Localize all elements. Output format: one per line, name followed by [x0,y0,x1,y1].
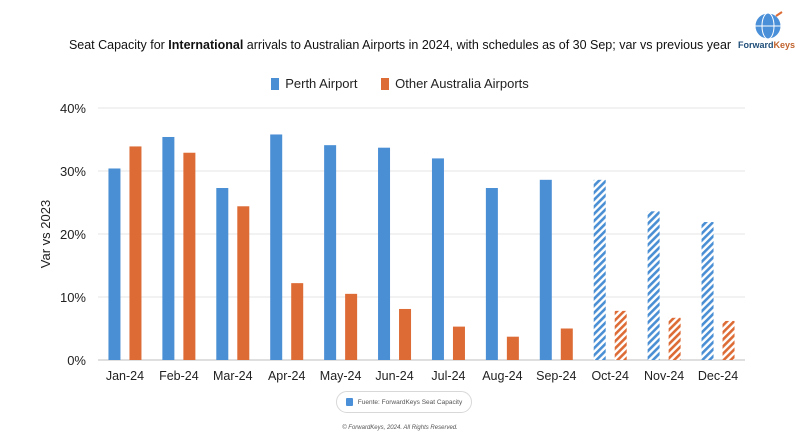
bar-other-aug-24 [506,336,519,360]
y-tick-label: 30% [60,164,86,179]
document-icon [345,398,353,406]
x-tick-label: May-24 [320,369,362,383]
forwardkeys-globe-icon [754,11,783,40]
bar-other-jan-24 [129,146,142,360]
bar-perth-jul-24 [431,158,444,360]
bar-perth-feb-24 [162,136,175,360]
y-tick-label: 10% [60,290,86,305]
copyright-text: © ForwardKeys, 2024. All Rights Reserved… [342,425,458,431]
x-tick-label: Nov-24 [644,369,684,383]
bar-perth-mar-24 [216,188,229,360]
bar-other-feb-24 [183,152,196,360]
legend-item-perth: Perth Airport [271,76,357,91]
bar-perth-jan-24 [108,168,121,360]
bar-perth-oct-24 [593,179,606,360]
x-tick-label: Aug-24 [482,369,522,383]
bar-perth-nov-24 [647,211,660,360]
legend-label-other: Other Australia Airports [395,76,529,91]
legend-swatch-other [381,77,390,90]
x-tick-label: Jun-24 [375,369,413,383]
bar-perth-aug-24 [485,188,498,360]
bar-perth-sep-24 [539,179,552,360]
x-tick-label: Apr-24 [268,369,306,383]
x-tick-label: Jan-24 [106,369,144,383]
legend-item-other: Other Australia Airports [381,76,529,91]
source-badge: Fuente: ForwardKeys Seat Capacity [336,391,472,413]
bar-other-apr-24 [291,283,304,360]
x-tick-label: Oct-24 [591,369,629,383]
legend-swatch-perth [271,77,280,90]
brand-logo: ForwardKeys [738,40,796,50]
legend-label-perth: Perth Airport [285,76,358,91]
bar-other-nov-24 [668,317,681,360]
x-tick-label: Sep-24 [536,369,576,383]
y-tick-label: 0% [67,353,86,368]
chart-legend: Perth Airport Other Australia Airports [0,76,800,93]
bar-other-jun-24 [399,308,412,360]
x-tick-label: Dec-24 [698,369,738,383]
x-tick-label: Mar-24 [213,369,253,383]
source-text: Fuente: ForwardKeys Seat Capacity [357,398,463,406]
bar-other-sep-24 [560,328,573,360]
bar-other-may-24 [345,293,358,360]
bar-perth-jun-24 [378,147,391,360]
y-tick-label: 40% [60,101,86,116]
bar-other-dec-24 [722,320,735,360]
bar-other-jul-24 [452,326,465,360]
y-tick-label: 20% [60,227,86,242]
bar-perth-dec-24 [701,222,714,360]
bar-other-oct-24 [614,310,627,360]
bar-perth-apr-24 [270,134,283,360]
bar-perth-may-24 [324,145,337,360]
bar-other-mar-24 [237,206,250,360]
x-tick-label: Jul-24 [431,369,465,383]
y-axis-label: Var vs 2023 [38,200,53,268]
x-tick-label: Feb-24 [159,369,199,383]
chart-title: Seat Capacity for International arrivals… [68,38,732,52]
